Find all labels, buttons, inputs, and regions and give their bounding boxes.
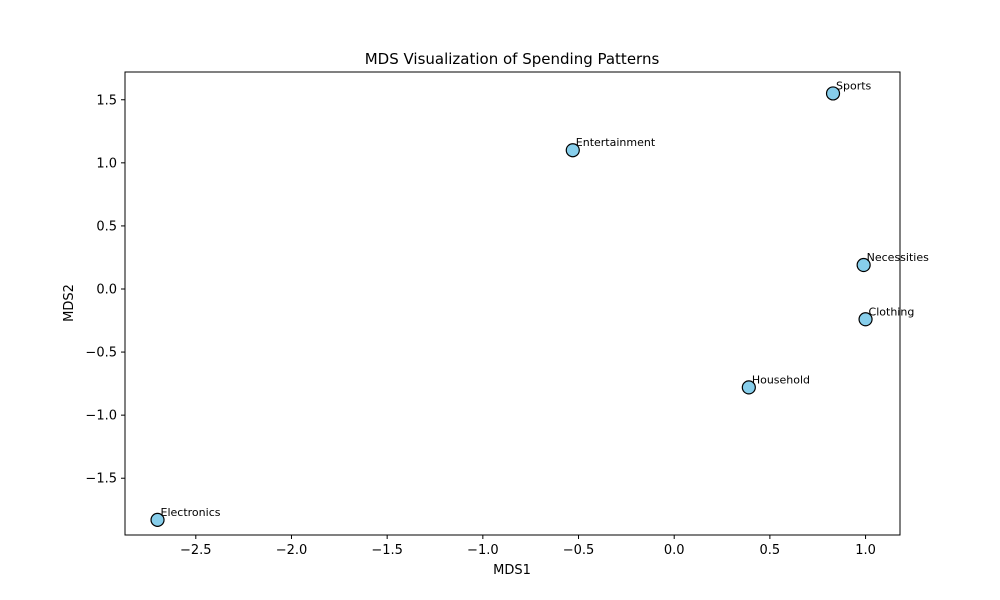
- data-point: [825, 86, 841, 101]
- x-tick-label: −0.5: [563, 543, 595, 558]
- data-point-label: Necessities: [867, 251, 929, 264]
- y-axis-label: MDS2: [62, 284, 77, 322]
- plot-area: [124, 71, 901, 536]
- y-tick-label: 1.5: [96, 93, 117, 108]
- data-points: [150, 86, 873, 527]
- plot-frame: [124, 71, 901, 536]
- data-point-label: Sports: [836, 79, 872, 92]
- data-point-label: Entertainment: [576, 136, 656, 149]
- x-tick-label: −2.5: [180, 543, 212, 558]
- y-tick-label: 1.0: [96, 156, 117, 171]
- data-point: [150, 512, 165, 527]
- x-tick-label: −1.0: [467, 543, 499, 558]
- x-axis: −2.5 −2.0 −1.5 −1.0 −0.5 0.0 0.5 1.0: [180, 535, 876, 558]
- x-tick-label: 1.0: [855, 543, 876, 558]
- data-point: [858, 312, 873, 327]
- data-point: [856, 257, 871, 273]
- data-point-label: Electronics: [161, 506, 221, 519]
- x-tick-label: 0.5: [760, 543, 781, 558]
- y-axis: −1.5 −1.0 −0.5 0.0 0.5 1.0 1.5: [85, 93, 125, 487]
- x-tick-label: −2.0: [276, 543, 308, 558]
- y-tick-label: −0.5: [85, 346, 117, 361]
- y-tick-label: 0.0: [96, 282, 117, 297]
- x-tick-label: 0.0: [664, 543, 685, 558]
- y-tick-label: −1.0: [85, 409, 117, 424]
- y-tick-label: −1.5: [85, 472, 117, 487]
- x-tick-label: −1.5: [371, 543, 403, 558]
- data-point: [565, 143, 580, 158]
- data-point: [741, 380, 756, 395]
- x-axis-label: MDS1: [493, 563, 531, 578]
- data-point-label: Clothing: [869, 305, 915, 318]
- chart-title: MDS Visualization of Spending Patterns: [365, 50, 660, 68]
- data-point-labels: Sports Entertainment Necessities Clothing Ho…: [161, 79, 930, 518]
- data-point-label: Household: [752, 373, 810, 386]
- y-tick-label: 0.5: [96, 219, 117, 234]
